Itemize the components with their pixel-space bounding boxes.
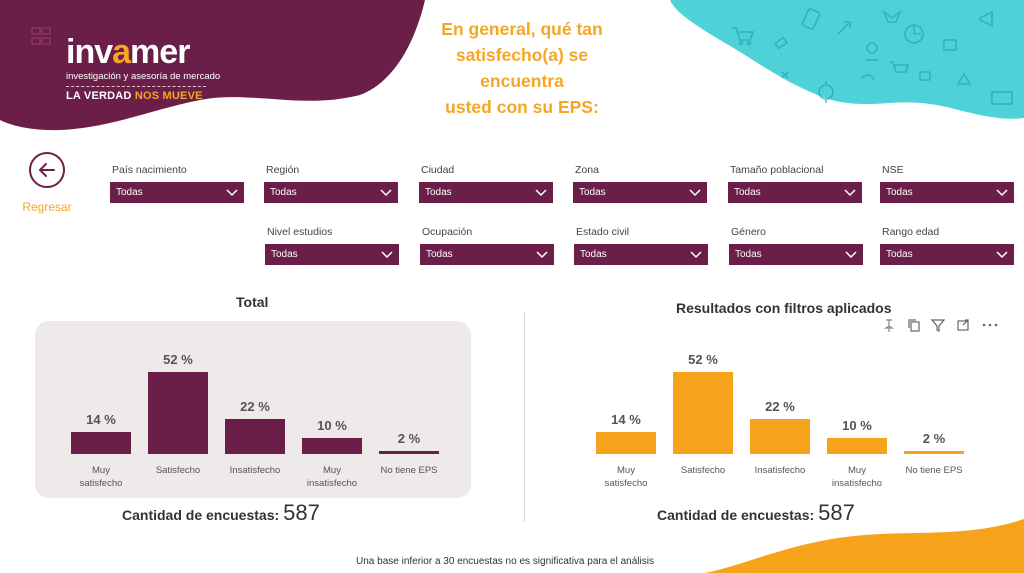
total-survey-count: Cantidad de encuestas: 587: [122, 500, 320, 526]
survey-count-value: 587: [283, 500, 320, 525]
bar[interactable]: [673, 372, 733, 454]
survey-count-label: Cantidad de encuestas:: [657, 507, 815, 523]
filter-ocupacion-select[interactable]: Todas: [420, 244, 554, 265]
back-label: Regresar: [22, 200, 72, 214]
filter-region: Región Todas: [264, 164, 398, 203]
chevron-down-icon: [380, 188, 392, 196]
filter-ciudad: Ciudad Todas: [419, 164, 553, 203]
bar[interactable]: [302, 438, 362, 454]
filter-ocupacion: Ocupación Todas: [420, 226, 554, 265]
bar-value-label: 52 %: [163, 352, 193, 367]
filter-tamano-poblacional-select[interactable]: Todas: [728, 182, 862, 203]
pin-icon[interactable]: [882, 318, 896, 332]
menu-grid-icon: [31, 27, 51, 45]
chevron-down-icon: [844, 188, 856, 196]
brand-divider: [66, 86, 206, 87]
survey-count-label: Cantidad de encuestas:: [122, 507, 280, 523]
filter-estado-civil-select[interactable]: Todas: [574, 244, 708, 265]
bar-value-label: 2 %: [922, 431, 946, 446]
filter-icon[interactable]: [931, 318, 945, 332]
filter-nse-select[interactable]: Todas: [880, 182, 1014, 203]
filter-nivel-estudios-select[interactable]: Todas: [265, 244, 399, 265]
bar-value-label: 10 %: [317, 418, 347, 433]
chevron-down-icon: [996, 250, 1008, 258]
back-button[interactable]: Regresar: [22, 152, 72, 214]
panel-divider: [524, 312, 525, 522]
filter-zona: Zona Todas: [573, 164, 707, 203]
bar-value-label: 52 %: [688, 352, 718, 367]
bar-value-label: 14 %: [611, 412, 641, 427]
filter-genero-select[interactable]: Todas: [729, 244, 863, 265]
bar-category-label: Satisfecho: [155, 465, 201, 476]
footer-note: Una base inferior a 30 encuestas no es s…: [356, 556, 654, 567]
footer-orange-blob: [705, 519, 1024, 573]
filter-pais-nacimiento: País nacimiento Todas: [110, 164, 244, 203]
brand-logo: invamer investigación y asesoría de merc…: [66, 34, 220, 102]
filter-region-select[interactable]: Todas: [264, 182, 398, 203]
brand-subtitle: investigación y asesoría de mercado: [66, 71, 221, 82]
bar-value-label: 10 %: [842, 418, 872, 433]
bar[interactable]: [750, 419, 810, 454]
bar-category-label: Insatisfecho: [754, 465, 806, 476]
bar[interactable]: [827, 438, 887, 454]
bar-value-label: 14 %: [86, 412, 116, 427]
filter-ciudad-select[interactable]: Todas: [419, 182, 553, 203]
bar[interactable]: [148, 372, 208, 454]
arrow-left-icon: [39, 163, 55, 177]
brand-wordmark: invamer: [66, 33, 190, 71]
chevron-down-icon: [690, 250, 702, 258]
survey-count-value: 587: [818, 500, 855, 525]
filter-zona-select[interactable]: Todas: [573, 182, 707, 203]
total-chart-title: Total: [236, 294, 269, 310]
bar-category-label: Insatisfecho: [229, 465, 281, 476]
filter-estado-civil: Estado civil Todas: [574, 226, 708, 265]
chevron-down-icon: [535, 188, 547, 196]
bar-category-label: Muy insatisfecho: [831, 465, 883, 489]
bar-category-label: No tiene EPS: [380, 465, 438, 476]
filter-nivel-estudios: Nivel estudios Todas: [265, 226, 399, 265]
chevron-down-icon: [536, 250, 548, 258]
chevron-down-icon: [226, 188, 238, 196]
filter-pais-nacimiento-select[interactable]: Todas: [110, 182, 244, 203]
filter-rango-edad-select[interactable]: Todas: [880, 244, 1014, 265]
filtered-survey-count: Cantidad de encuestas: 587: [657, 500, 855, 526]
focus-mode-icon[interactable]: [956, 318, 970, 332]
copy-icon[interactable]: [907, 318, 921, 332]
bar-category-label: Muy satisfecho: [79, 465, 123, 489]
bar-category-label: No tiene EPS: [905, 465, 963, 476]
header-plum-blob: [0, 0, 425, 131]
chevron-down-icon: [845, 250, 857, 258]
chevron-down-icon: [689, 188, 701, 196]
filter-genero: Género Todas: [729, 226, 863, 265]
bar-value-label: 2 %: [397, 431, 421, 446]
bar[interactable]: [596, 432, 656, 454]
marketing-icons-decoration: [732, 8, 1013, 105]
bar-value-label: 22 %: [240, 399, 270, 414]
more-options-icon[interactable]: [982, 318, 998, 332]
bar[interactable]: [71, 432, 131, 454]
bar[interactable]: [225, 419, 285, 454]
bar[interactable]: [904, 451, 964, 454]
bar-category-label: Muy insatisfecho: [306, 465, 358, 489]
brand-tagline: LA VERDAD NOS MUEVE: [66, 90, 203, 102]
bar[interactable]: [379, 451, 439, 454]
filter-nse: NSE Todas: [880, 164, 1014, 203]
chevron-down-icon: [996, 188, 1008, 196]
total-chart-background: [35, 321, 471, 498]
header-teal-blob: [670, 0, 1024, 119]
filter-rango-edad: Rango edad Todas: [880, 226, 1014, 265]
bar-category-label: Satisfecho: [680, 465, 726, 476]
bar-value-label: 22 %: [765, 399, 795, 414]
bar-category-label: Muy satisfecho: [604, 465, 648, 489]
chevron-down-icon: [381, 250, 393, 258]
filtered-chart-title: Resultados con filtros aplicados: [676, 300, 892, 316]
filter-tamano-poblacional: Tamaño poblacional Todas: [728, 164, 862, 203]
page-title: En general, qué tan satisfecho(a) se enc…: [441, 19, 603, 117]
